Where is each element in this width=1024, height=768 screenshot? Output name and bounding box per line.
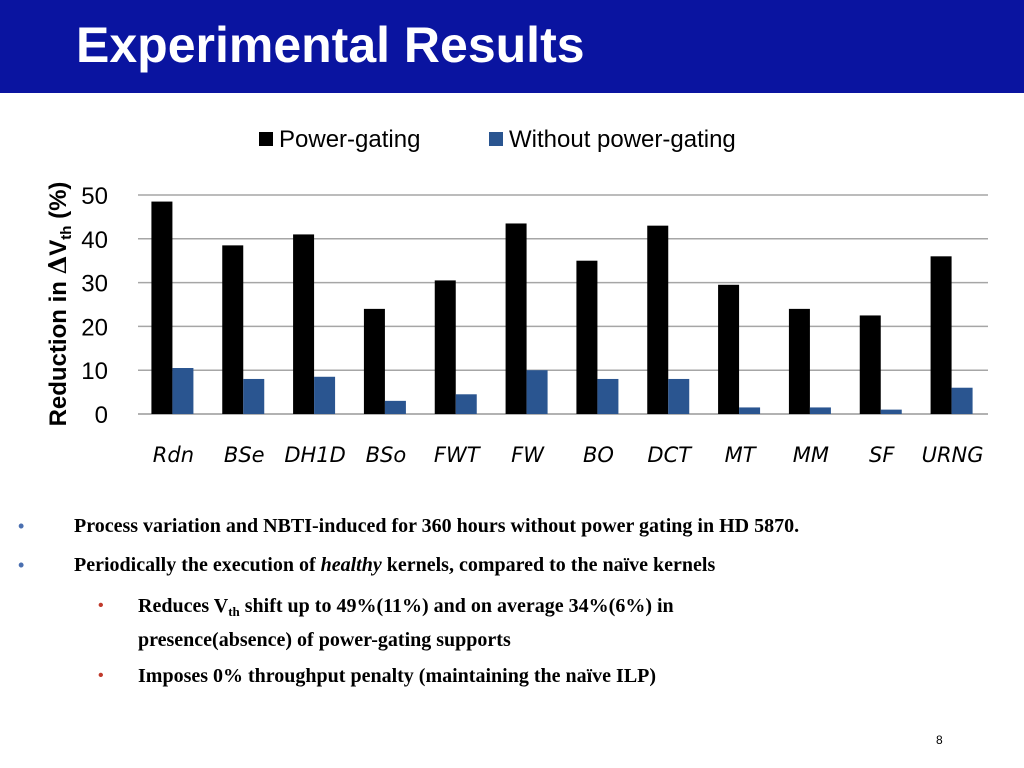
y-tick-label: 0: [95, 402, 108, 429]
legend-swatch-power-gating: [259, 132, 273, 146]
x-tick-label: BSo: [366, 443, 407, 467]
title-bar: Experimental Results: [0, 0, 1024, 93]
x-tick-label: DH1D: [284, 443, 346, 467]
bar-without-power-gating-fwt: [455, 394, 477, 414]
page-number: 8: [936, 733, 943, 747]
x-tick-label: FWT: [434, 443, 482, 467]
y-axis-label-main: Reduction in: [45, 274, 72, 426]
x-tick-label: MT: [725, 443, 758, 467]
bar-chart: Power-gating Without power-gating Reduct…: [43, 126, 988, 467]
bar-power-gating-sf: [859, 315, 881, 414]
bullet-item-4: • Imposes 0% throughput penalty (maintai…: [98, 662, 657, 690]
x-tick-label: BO: [583, 443, 614, 467]
x-tick-label: MM: [793, 443, 829, 467]
x-tick-label: BSe: [224, 443, 265, 467]
y-tick-label: 10: [81, 358, 108, 385]
bar-without-power-gating-bse: [243, 378, 265, 414]
bullet-text-subscript: th: [228, 604, 240, 619]
chart-bars: [151, 201, 973, 414]
bullet-text-post: shift up to 49%(11%) and on average 34%(…: [239, 595, 674, 617]
bullet-item-2: • Periodically the execution of healthy …: [18, 551, 716, 579]
bullet-text-post: kernels, compared to the naïve kernels: [381, 554, 716, 576]
bar-without-power-gating-fw: [526, 370, 548, 414]
bullet-text-line2: presence(absence) of power-gating suppor…: [138, 629, 511, 651]
x-tick-label: FW: [511, 443, 545, 467]
bar-power-gating-mm: [788, 308, 810, 414]
bar-without-power-gating-bso: [384, 400, 406, 414]
x-tick-label: DCT: [647, 443, 693, 467]
bar-without-power-gating-sf: [880, 409, 902, 414]
y-tick-label: 50: [81, 183, 108, 210]
y-axis-label-sub: th: [58, 226, 75, 240]
bar-without-power-gating-bo: [597, 378, 619, 414]
chart-gridlines: [138, 194, 988, 415]
bar-without-power-gating-dh1d: [314, 376, 336, 414]
y-axis-ticks: 0 10 20 30 40 50: [81, 183, 108, 429]
bar-without-power-gating-mt: [739, 407, 761, 414]
bar-power-gating-bo: [576, 260, 598, 414]
y-axis-label: Reduction in ΔVth (%): [43, 182, 75, 427]
y-axis-label-delta: Δ: [43, 256, 72, 275]
chart-legend: Power-gating Without power-gating: [259, 126, 736, 153]
bullet-text: Process variation and NBTI-induced for 3…: [74, 515, 800, 537]
bar-power-gating-dct: [647, 225, 669, 414]
bar-power-gating-rdn: [151, 201, 173, 414]
legend-label-power-gating: Power-gating: [279, 126, 420, 153]
y-tick-label: 40: [81, 227, 108, 254]
bullet-item-3: • Reduces Vth shift up to 49%(11%) and o…: [98, 592, 674, 654]
bar-without-power-gating-urng: [951, 387, 973, 414]
y-axis-label-unit: (%): [45, 182, 72, 226]
slide-title: Experimental Results: [76, 17, 585, 73]
legend-swatch-without-power-gating: [489, 132, 503, 146]
bullet-text-pre: Reduces V: [138, 595, 229, 617]
bar-without-power-gating-dct: [668, 378, 690, 414]
x-axis-labels: Rdn BSe DH1D BSo FWT FW BO DCT MT MM SF URNG: [153, 443, 984, 467]
bullet-text-emphasis: healthy: [320, 554, 382, 576]
bullet-marker: •: [18, 516, 25, 536]
bullet-text: Imposes 0% throughput penalty (maintaini…: [138, 665, 657, 687]
bar-power-gating-mt: [718, 284, 740, 414]
bullet-marker: •: [98, 667, 104, 684]
bullet-item-1: • Process variation and NBTI-induced for…: [18, 512, 800, 540]
bullet-marker: •: [98, 597, 104, 614]
bullet-text-pre: Periodically the execution of: [74, 554, 321, 576]
bar-power-gating-fwt: [434, 280, 456, 414]
bar-power-gating-fw: [505, 223, 527, 414]
x-tick-label: Rdn: [153, 443, 194, 467]
bar-power-gating-bso: [363, 308, 385, 414]
x-tick-label: SF: [869, 443, 895, 467]
bar-power-gating-dh1d: [293, 234, 315, 414]
x-tick-label: URNG: [922, 443, 984, 467]
bar-power-gating-bse: [222, 245, 244, 414]
y-tick-label: 20: [81, 314, 108, 341]
legend-label-without-power-gating: Without power-gating: [509, 126, 736, 153]
bullet-marker: •: [18, 555, 25, 575]
bar-without-power-gating-mm: [809, 407, 831, 414]
y-axis-label-v: V: [45, 240, 72, 256]
bar-power-gating-urng: [930, 256, 952, 414]
y-tick-label: 30: [81, 271, 108, 298]
bar-without-power-gating-rdn: [172, 368, 194, 414]
